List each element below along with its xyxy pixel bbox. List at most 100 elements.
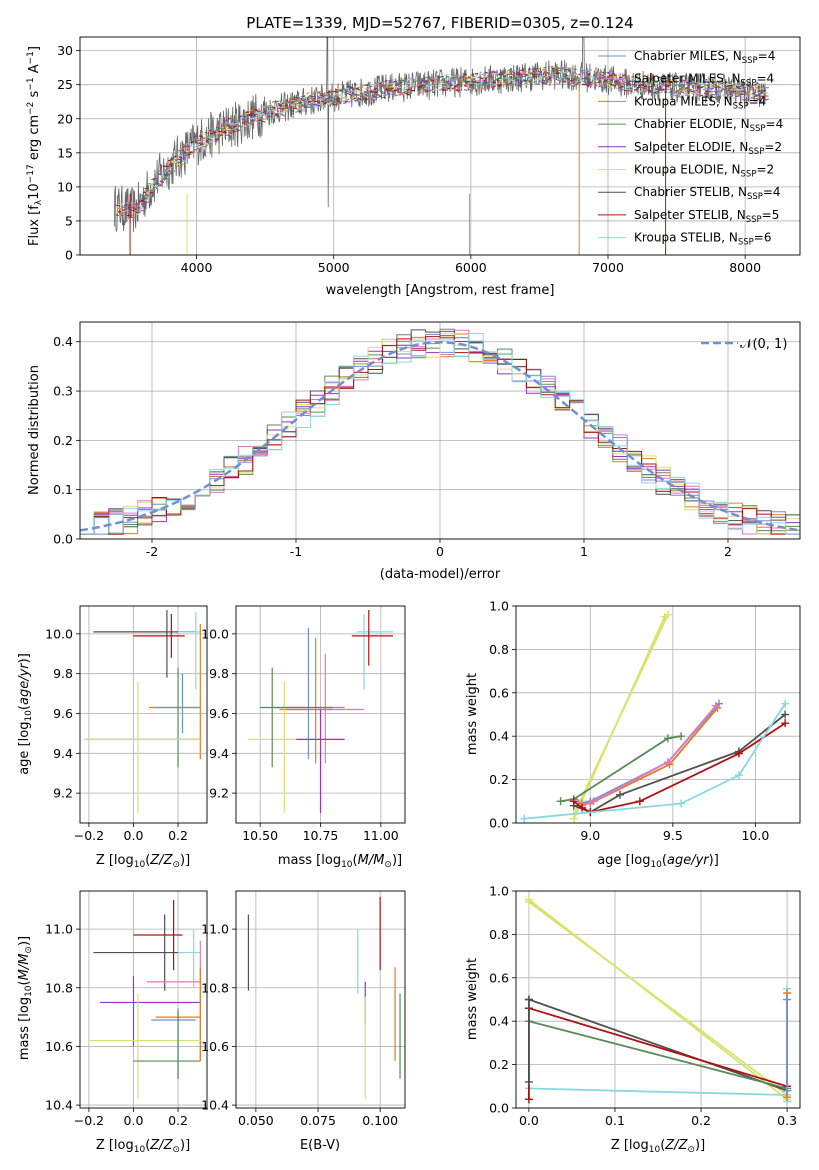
series-marker — [556, 797, 565, 806]
axes-age_vs_Z: −0.2 0.0 0.29.29.49.69.810.0Z [log10(Z/Z⊙)… — [17, 605, 208, 870]
x-tick-label: 9.0 — [580, 828, 600, 843]
x-tick-label: -1 — [290, 544, 302, 559]
label-part: −1 — [26, 77, 36, 90]
y-axis-label: age [log10(age/yr)] — [17, 653, 34, 775]
series-marker — [569, 797, 578, 806]
y-tick-label: 10.6 — [201, 1039, 229, 1054]
legend-entry: Chabrier ELODIE, NSSP=4 — [634, 117, 783, 134]
legend-entry: Chabrier STELIB, NSSP=4 — [634, 185, 781, 202]
legend-sub: SSP — [741, 79, 757, 89]
y-tick-label: 0.4 — [489, 729, 509, 744]
axes-frame — [79, 605, 208, 824]
label-part: 10 — [134, 860, 146, 870]
label-part: )] — [17, 653, 32, 663]
legend-text: Salpeter MILES, N — [634, 72, 741, 86]
label-part: age [log — [17, 722, 32, 775]
legend-entry: Salpeter STELIB, NSSP=5 — [634, 208, 779, 225]
x-tick-label: 0.050 — [238, 1113, 274, 1128]
series-marker — [635, 797, 644, 806]
y-tick-label: 0.6 — [489, 685, 509, 700]
series-marker — [589, 797, 598, 806]
x-tick-label: -2 — [146, 544, 158, 559]
label-part: λ — [34, 199, 44, 205]
series-line-kroupa_stelib — [524, 703, 786, 820]
legend-tail: =4 — [763, 185, 781, 199]
axes-age_vs_mass: 10.50 10.75 11.00 9.2 9.4 9.6 9.8 10.0 mass [log… — [201, 605, 406, 870]
y-tick-label: 1.0 — [489, 884, 509, 899]
y-tick-label: 0.0 — [489, 816, 509, 831]
y-tick-label: 0.1 — [53, 482, 73, 497]
series-marker — [781, 710, 790, 719]
x-tick-label: 6000 — [455, 260, 487, 275]
legend-entry: Salpeter ELODIE, NSSP=2 — [634, 140, 782, 157]
series-marker — [734, 771, 743, 780]
label-part: −2 — [26, 102, 36, 115]
series-marker — [578, 803, 587, 812]
y-axis-label: mass [log10(M/M⊙)] — [17, 936, 34, 1060]
x-tick-label: 0.075 — [300, 1113, 336, 1128]
legend-entry: Salpeter MILES, NSSP=4 — [634, 72, 774, 89]
x-axis-label: Z [log10(Z/Z⊙)] — [96, 853, 190, 870]
legend-entry: 𝒩(0, 1) — [740, 337, 787, 352]
y-tick-label: 10.4 — [201, 1098, 229, 1113]
label-part: ( — [353, 853, 358, 868]
x-tick-label: 1 — [580, 544, 588, 559]
label-part: )] — [709, 853, 719, 868]
series-line-kroupa_stelib — [528, 1087, 788, 1096]
x-axis-label: age [log10(age/yr)] — [597, 853, 719, 870]
label-part: Z [log — [611, 1138, 649, 1153]
legend-entry: Kroupa ELODIE, NSSP=2 — [634, 163, 774, 180]
x-axis-label: E(B-V) — [300, 1138, 340, 1153]
y-tick-label: 0.0 — [489, 1101, 509, 1116]
y-tick-label: 9.4 — [209, 746, 229, 761]
legend-tail: =4 — [758, 49, 776, 63]
label-part: ( — [660, 1138, 665, 1153]
legend-text: Chabrier STELIB, N — [634, 185, 747, 199]
x-tick-label: 9.5 — [663, 828, 683, 843]
x-tick-label: 0.0 — [124, 828, 144, 843]
series-marker — [524, 897, 533, 906]
legend-text: Kroupa MILES, N — [634, 94, 733, 108]
label-part: 10 — [134, 1145, 146, 1155]
label-part: Z [log — [96, 853, 134, 868]
x-axis-label: mass [log10(M/M⊙)] — [278, 853, 402, 870]
label-part: age [log — [597, 853, 650, 868]
y-tick-label: 0.2 — [489, 772, 509, 787]
y-tick-label: 9.8 — [209, 666, 229, 681]
label-part: ⊙ — [24, 946, 34, 954]
legend-sub: SSP — [748, 147, 764, 157]
legend-tail: =4 — [766, 117, 784, 131]
x-tick-label: 2 — [724, 544, 732, 559]
plot-area-age_vs_mass — [248, 609, 393, 814]
legend-text: Salpeter STELIB, N — [634, 208, 746, 222]
legend-sub: SSP — [741, 170, 757, 180]
legend-sub: SSP — [742, 56, 758, 66]
label-part: )] — [180, 1138, 190, 1153]
series-line-salpeter_stelib — [528, 1007, 788, 1088]
series-marker — [524, 1095, 533, 1104]
label-part: ( — [662, 853, 667, 868]
label-part: ( — [17, 980, 32, 985]
series-line-chabrier_stelib — [528, 998, 788, 1092]
label-part: 10 — [27, 183, 42, 200]
y-tick-label: 0.8 — [489, 927, 509, 942]
series-marker — [734, 749, 743, 758]
figure-title: PLATE=1339, MJD=52767, FIBERID=0305, z=0… — [246, 14, 633, 32]
x-tick-label: 7000 — [592, 260, 624, 275]
axes-frame — [515, 890, 801, 1109]
label-part: Z/Z — [664, 1138, 688, 1153]
x-tick-label: 0 — [436, 544, 444, 559]
x-tick-label: 8000 — [729, 260, 761, 275]
axes-frame — [235, 890, 406, 1109]
gaussian-curve — [80, 340, 800, 532]
y-tick-label: 15 — [57, 145, 73, 160]
model-spectrum-salpeter_stelib — [115, 69, 767, 218]
series-line-kroupa_elodie — [528, 901, 788, 1096]
y-tick-label: 0.2 — [489, 1057, 509, 1072]
legend-entry: Kroupa STELIB, NSSP=6 — [634, 231, 772, 248]
label-part: Z/Z — [149, 853, 173, 868]
axes-mass_vs_ebv: 0.050 0.075 0.100 10.4 10.6 10.8 11.0 E(B-V) — [201, 890, 406, 1153]
legend-sub: SSP — [733, 101, 749, 111]
y-tick-label: 0.4 — [53, 334, 73, 349]
y-tick-label: 30 — [57, 43, 73, 58]
